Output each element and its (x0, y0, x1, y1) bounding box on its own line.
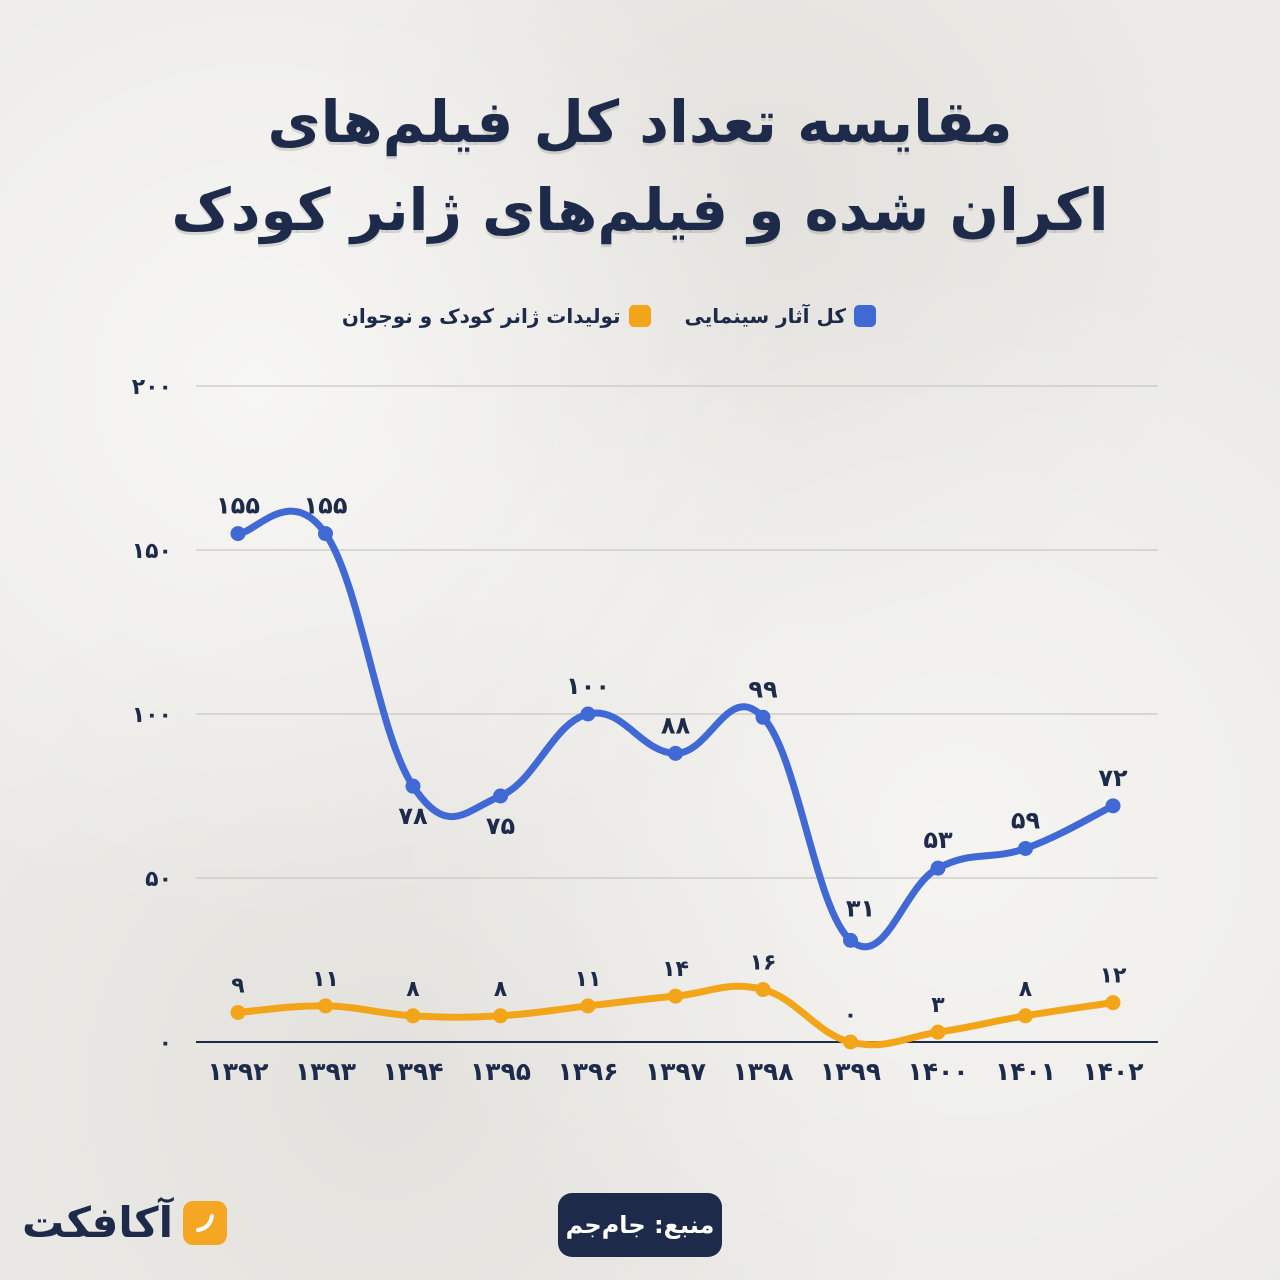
x-tick-label: ۱۳۹۲ (207, 1057, 268, 1086)
data-point-kids (930, 1024, 946, 1040)
data-label-kids: ۹ (231, 973, 244, 998)
x-tick-label: ۱۳۹۸ (732, 1057, 793, 1086)
x-tick-label: ۱۳۹۵ (470, 1057, 531, 1086)
legend-label-all: کل آثار سینمایی (684, 304, 846, 328)
x-tick-label: ۱۳۹۶ (557, 1057, 618, 1086)
x-tick-label: ۱۴۰۱ (995, 1057, 1056, 1086)
data-point-kids (755, 982, 771, 998)
source-label: منبع: جام‌جم (565, 1211, 715, 1239)
data-point-all (1018, 840, 1033, 856)
data-point-kids (405, 1008, 421, 1024)
data-point-all (843, 932, 858, 948)
brand-logo: آکافکت (22, 1198, 227, 1247)
chart-title: مقایسه تعداد کل فیلم‌های اکران شده و فیل… (0, 78, 1280, 254)
data-label-all: ۱۰۰ (566, 672, 610, 700)
data-label-kids: ۸ (494, 977, 508, 1002)
data-point-kids (580, 998, 596, 1014)
data-point-all (318, 526, 333, 542)
data-point-kids (843, 1034, 858, 1050)
legend-item-all: کل آثار سینمایی (685, 304, 876, 328)
data-point-kids (668, 988, 683, 1004)
data-point-all (230, 526, 246, 542)
x-tick-label: ۱۳۹۴ (382, 1057, 443, 1086)
x-tick-label: ۱۴۰۲ (1082, 1057, 1143, 1086)
data-point-kids (318, 998, 333, 1014)
data-label-kids: ۱۱ (575, 967, 602, 992)
data-point-all (668, 745, 683, 761)
data-point-all (493, 788, 508, 804)
data-point-kids (493, 1008, 508, 1024)
data-point-all (580, 706, 596, 722)
y-tick-label: ۰ (159, 1031, 172, 1056)
data-label-all: ۳۱ (846, 894, 875, 922)
legend-label-kids: تولیدات ژانر کودک و نوجوان (341, 304, 621, 328)
legend-item-kids: تولیدات ژانر کودک و نوجوان (342, 304, 651, 328)
data-point-all (755, 709, 771, 725)
data-label-kids: ۳ (931, 993, 945, 1018)
x-tick-label: ۱۳۹۹ (820, 1057, 881, 1086)
data-label-all: ۹۹ (748, 675, 778, 703)
data-label-all: ۵۹ (1011, 806, 1041, 834)
data-point-all (930, 860, 946, 876)
data-label-all: ۱۵۵ (216, 492, 260, 520)
logo-mark-icon (182, 1200, 227, 1245)
data-label-all: ۷۲ (1098, 764, 1128, 792)
data-point-all (1105, 798, 1121, 814)
legend: کل آثار سینمایی تولیدات ژانر کودک و نوجو… (342, 304, 876, 328)
chart-title-line2: اکران شده و فیلم‌های ژانر کودک (171, 176, 1109, 244)
data-label-kids: ۱۱ (312, 967, 339, 992)
source-badge: منبع: جام‌جم (558, 1193, 722, 1257)
data-label-all: ۸۸ (661, 711, 691, 739)
data-label-all: ۷۵ (486, 812, 515, 840)
x-tick-label: ۱۴۰۰ (907, 1057, 968, 1086)
y-tick-label: ۲۰۰ (132, 375, 172, 400)
chart-title-line1: مقایسه تعداد کل فیلم‌های (267, 88, 1013, 156)
data-label-kids: ۸ (1019, 977, 1033, 1002)
data-point-kids (230, 1004, 246, 1020)
data-label-all: ۵۳ (923, 826, 953, 854)
data-label-kids: ۱۴ (662, 957, 689, 982)
data-point-all (405, 778, 421, 794)
data-label-kids: ۸ (406, 977, 420, 1002)
data-label-all: ۱۵۵ (304, 492, 348, 520)
legend-swatch-kids (628, 305, 651, 327)
x-tick-label: ۱۳۹۳ (295, 1057, 356, 1086)
data-label-kids: ۱۲ (1100, 964, 1127, 989)
logo-text: آکافکت (22, 1198, 173, 1247)
data-label-kids: ۱۶ (750, 951, 777, 976)
y-tick-label: ۱۰۰ (132, 703, 172, 728)
data-label-all: ۷۸ (398, 802, 428, 830)
legend-swatch-all (854, 305, 876, 327)
y-tick-label: ۵۰ (145, 867, 172, 892)
data-point-kids (1105, 995, 1121, 1011)
data-point-kids (1018, 1008, 1033, 1024)
x-tick-label: ۱۳۹۷ (645, 1057, 706, 1086)
data-label-kids: ۰ (844, 1003, 857, 1028)
y-tick-label: ۱۵۰ (132, 539, 172, 564)
